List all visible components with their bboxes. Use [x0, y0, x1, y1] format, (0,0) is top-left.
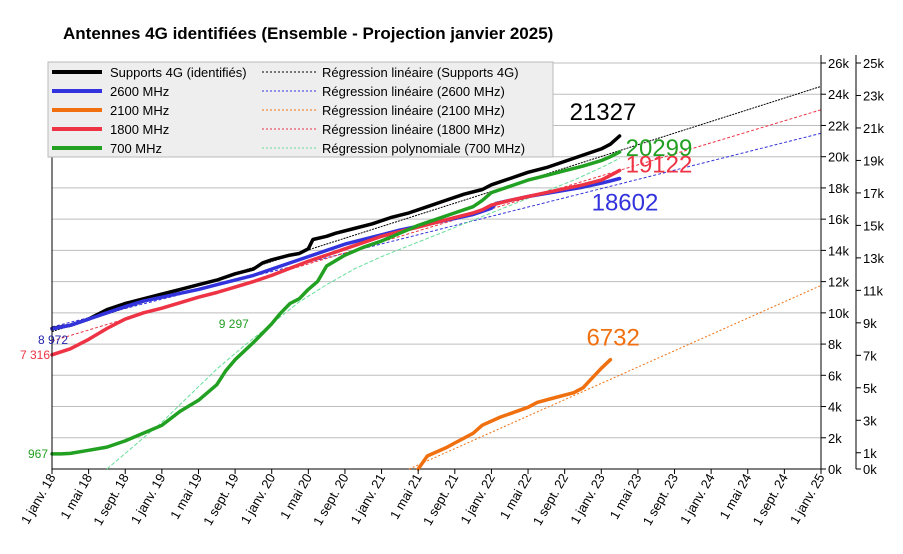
series-line-supports [50, 134, 622, 331]
legend-label: Régression linéaire (Supports 4G) [322, 65, 519, 80]
x-tick-label: 1 sept. 24 [749, 471, 791, 528]
legend-label: 2100 MHz [110, 103, 169, 118]
x-tick-label: 1 janv. 23 [567, 471, 608, 526]
x-tick-label: 1 janv. 22 [457, 471, 498, 526]
callout-label-supports: 21327 [570, 99, 637, 126]
legend-label: 2600 MHz [110, 84, 169, 99]
series-line-b700 [50, 150, 622, 456]
callout-label-b700: 20299 [626, 135, 693, 162]
x-tick-label: 1 mai 19 [167, 471, 205, 522]
x-tick-label: 1 janv. 24 [677, 471, 718, 526]
x-tick-label: 1 mai 23 [607, 471, 645, 522]
x-tick-label: 1 sept. 19 [200, 471, 242, 528]
x-tick-label: 1 mai 24 [716, 471, 754, 522]
y-right-tick-label: 0k [863, 462, 877, 477]
regression-line-reg_1800 [51, 109, 822, 342]
y-right-tick-label: 25k [863, 56, 884, 71]
y-right-tick-label: 9k [863, 316, 877, 331]
legend-label: Régression linéaire (2100 MHz) [322, 103, 505, 118]
start-value-label: 7 316 [20, 348, 50, 362]
series-lines [50, 134, 622, 471]
y-left-tick-label: 16k [828, 212, 849, 227]
y-right-tick-label: 21k [863, 121, 884, 136]
x-tick-label: 1 mai 18 [57, 471, 95, 522]
y-left-tick-label: 20k [828, 150, 849, 165]
chart-title: Antennes 4G identifiées (Ensemble - Proj… [63, 24, 553, 43]
start-value-label: 8 972 [38, 333, 68, 347]
y-left-tick-label: 6k [828, 368, 842, 383]
legend-label: Supports 4G (identifiés) [110, 65, 247, 80]
legend-label: Régression linéaire (1800 MHz) [322, 122, 505, 137]
y-left-tick-label: 24k [828, 87, 849, 102]
start-value-label: 967 [28, 447, 48, 461]
start-value-label: 9 297 [219, 317, 249, 331]
y-right-tick-label: 17k [863, 186, 884, 201]
y-right-tick-label: 15k [863, 218, 884, 233]
y-right-tick-label: 11k [863, 283, 883, 298]
y-left-tick-label: 26k [828, 56, 849, 71]
y-left-tick-label: 14k [828, 243, 849, 258]
regression-line-reg_700 [106, 157, 620, 470]
x-tick-label: 1 mai 22 [497, 471, 535, 522]
x-tick-label: 1 sept. 23 [640, 471, 682, 528]
y-right-tick-label: 5k [863, 381, 877, 396]
x-tick-label: 1 janv. 21 [347, 471, 388, 526]
legend: Supports 4G (identifiés) 2600 MHz 2100 MHz… [47, 61, 554, 158]
y-left-tick-label: 2k [828, 431, 842, 446]
legend-label: Régression linéaire (2600 MHz) [322, 84, 505, 99]
x-tick-label: 1 sept. 22 [530, 471, 572, 528]
x-tick-label: 1 sept. 21 [420, 471, 462, 528]
callout-label-b2100: 6732 [586, 325, 639, 352]
x-tick-label: 1 janv. 18 [18, 471, 59, 526]
y-left-tick-label: 0k [828, 462, 842, 477]
series-line-b1800 [50, 168, 622, 357]
y-right-tick-label: 3k [863, 413, 877, 428]
y-right-tick-label: 1k [863, 446, 877, 461]
x-tick-label: 1 mai 21 [387, 471, 425, 522]
legend-label: 1800 MHz [110, 122, 169, 137]
regression-line-reg_supports [51, 85, 822, 333]
y-left-tick-label: 8k [828, 337, 842, 352]
legend-label: 700 MHz [110, 141, 162, 156]
y-right-tick-label: 13k [863, 251, 884, 266]
x-tick-label: 1 sept. 20 [310, 471, 352, 528]
y-right-tick-label: 19k [863, 153, 884, 168]
x-tick-label: 1 mai 20 [277, 471, 315, 522]
series-line-b2100 [416, 357, 613, 471]
y-left-tick-label: 22k [828, 118, 849, 133]
y-right-tick-label: 23k [863, 88, 884, 103]
x-tick-label: 1 sept. 18 [90, 471, 132, 528]
regression-line-reg_2100 [408, 285, 822, 470]
y-left-tick-label: 10k [828, 306, 849, 321]
y-left-tick-label: 12k [828, 275, 849, 290]
y-left-tick-label: 4k [828, 400, 842, 415]
legend-box [47, 61, 554, 158]
x-tick-label: 1 janv. 19 [128, 471, 169, 526]
x-tick-label: 1 janv. 25 [787, 471, 828, 526]
regression-line-reg_2600 [51, 132, 822, 328]
legend-label: Régression polynomiale (700 MHz) [322, 141, 525, 156]
callout-label-b1800: 19122 [626, 151, 693, 178]
y-left-tick-label: 18k [828, 181, 849, 196]
callout-label-b2600: 18602 [592, 190, 659, 217]
x-tick-label: 1 janv. 20 [238, 471, 279, 526]
y-right-tick-label: 7k [863, 348, 877, 363]
